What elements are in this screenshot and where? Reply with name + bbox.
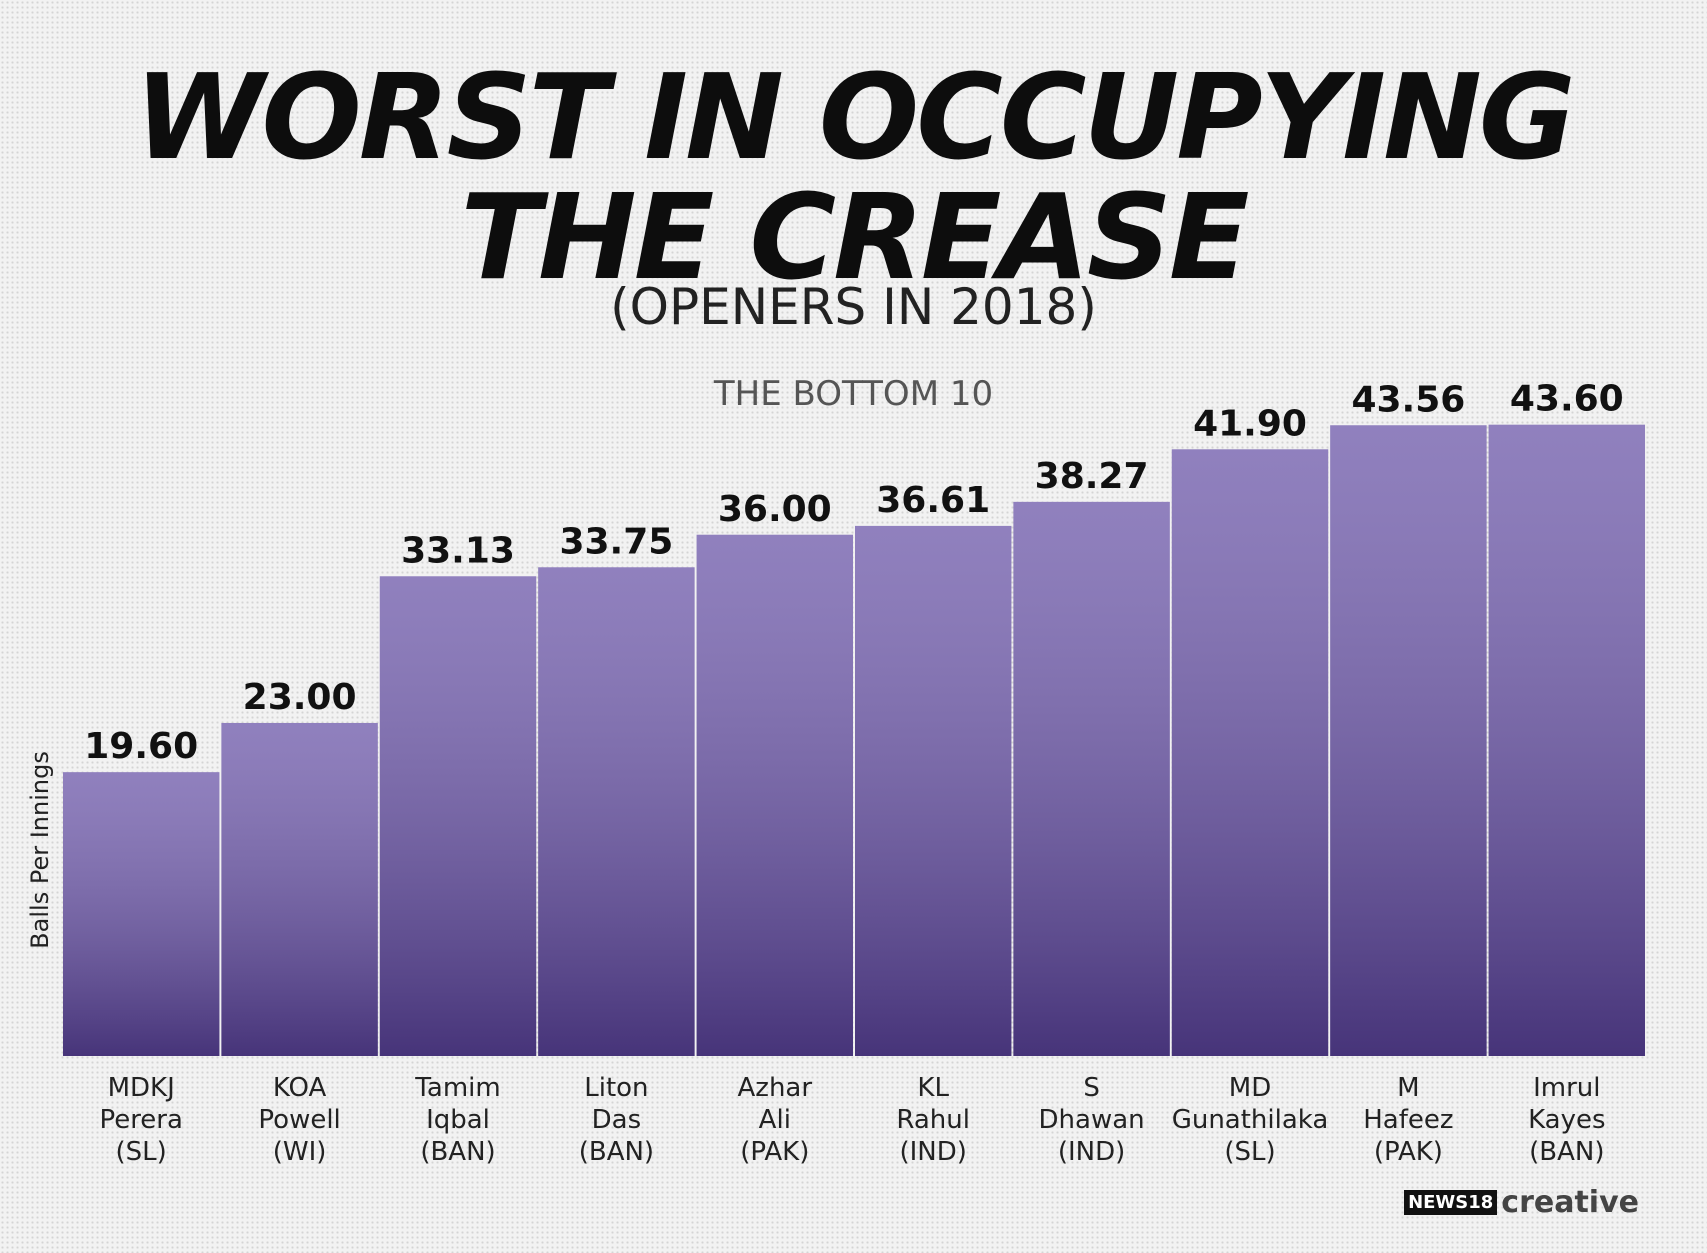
value-label: 41.90 bbox=[1193, 403, 1307, 444]
x-tick-label: MDKJ Perera (SL) bbox=[99, 1073, 183, 1167]
value-label: 19.60 bbox=[84, 726, 198, 767]
x-tick-label: S Dhawan (IND) bbox=[1038, 1073, 1145, 1167]
value-label: 38.27 bbox=[1035, 456, 1149, 497]
chart-title: THE CREASE bbox=[460, 168, 1250, 306]
x-tick-label: Liton Das (BAN) bbox=[578, 1073, 655, 1167]
x-tick-label: KL Rahul (IND) bbox=[896, 1073, 970, 1167]
value-label: 23.00 bbox=[243, 677, 357, 718]
bar-shade bbox=[1013, 501, 1170, 1056]
y-axis-label: Balls Per Innings bbox=[26, 751, 54, 949]
value-label: 36.61 bbox=[876, 480, 990, 521]
value-label: 43.60 bbox=[1510, 379, 1624, 420]
x-tick-label: Tamim Iqbal (BAN) bbox=[415, 1073, 501, 1167]
annotation: THE BOTTOM 10 bbox=[713, 374, 994, 414]
bar-shade bbox=[1488, 424, 1645, 1056]
chart-title: WORST IN OCCUPYING bbox=[134, 48, 1575, 186]
x-tick-label: MD Gunathilaka (SL) bbox=[1171, 1073, 1329, 1167]
bar-shade bbox=[1171, 449, 1329, 1057]
bar-shade bbox=[221, 722, 378, 1056]
chart-subtitle: (OPENERS IN 2018) bbox=[610, 278, 1097, 336]
brand: NEWS18 creative bbox=[1404, 1185, 1639, 1220]
brand-creative: creative bbox=[1501, 1185, 1639, 1220]
x-tick-label: M Hafeez (PAK) bbox=[1363, 1073, 1454, 1167]
brand-news: NEWS18 bbox=[1404, 1190, 1498, 1215]
bar-shade bbox=[855, 525, 1012, 1056]
bar-shade bbox=[538, 567, 695, 1056]
x-tick-label: Azhar Ali (PAK) bbox=[737, 1073, 813, 1167]
bar-shade bbox=[1330, 425, 1487, 1057]
x-tick-label: KOA Powell (WI) bbox=[258, 1073, 341, 1167]
value-label: 36.00 bbox=[718, 489, 832, 530]
bar-shade bbox=[63, 772, 220, 1056]
bar-shade bbox=[696, 534, 853, 1056]
value-label: 33.13 bbox=[401, 530, 515, 571]
value-label: 43.56 bbox=[1351, 379, 1465, 420]
value-label: 33.75 bbox=[559, 521, 673, 562]
bar-shade bbox=[379, 576, 537, 1056]
x-tick-label: Imrul Kayes (BAN) bbox=[1528, 1073, 1606, 1167]
